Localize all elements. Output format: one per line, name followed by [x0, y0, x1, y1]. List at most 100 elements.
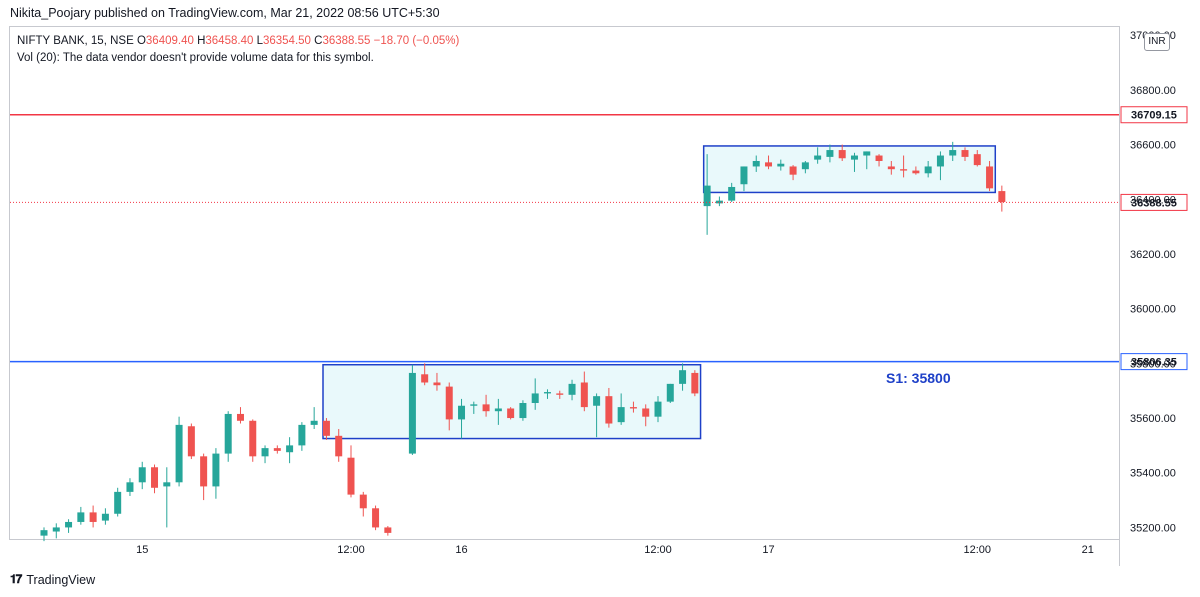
candle-body	[973, 154, 981, 166]
candle-body	[850, 155, 858, 160]
candle	[507, 407, 515, 420]
candle-body	[65, 521, 73, 528]
price-tick-label: 36000.00	[1130, 304, 1176, 316]
candle-body	[801, 162, 809, 170]
candle	[52, 523, 60, 539]
candle-body	[642, 408, 650, 417]
close-label: C	[314, 35, 323, 47]
candle	[556, 390, 564, 399]
candle-body	[691, 372, 699, 394]
candle	[445, 382, 453, 431]
candle	[101, 508, 109, 525]
candle	[322, 418, 330, 440]
time-tick-label: 12:00	[644, 544, 672, 556]
candle-body	[212, 453, 220, 487]
time-tick-label: 12:00	[964, 544, 992, 556]
candle	[261, 445, 269, 464]
candle-body	[175, 424, 183, 483]
candle	[850, 152, 858, 172]
candle-body	[126, 482, 134, 492]
candle-body	[249, 420, 257, 457]
open-label: O	[136, 35, 146, 47]
candle	[728, 182, 736, 203]
candle	[372, 505, 380, 531]
candle-body	[224, 413, 232, 454]
candle-body	[163, 482, 171, 487]
price-tick-label: 36200.00	[1130, 249, 1176, 261]
candle	[875, 154, 883, 167]
candle-body	[445, 386, 453, 420]
currency-button[interactable]: INR	[1144, 33, 1170, 51]
candle-body	[593, 396, 601, 406]
candle	[691, 370, 699, 397]
candle	[973, 150, 981, 167]
candle	[359, 491, 367, 517]
candle-body	[654, 401, 662, 417]
candle-body	[519, 403, 527, 419]
candle	[138, 461, 146, 490]
time-tick-label: 21	[1082, 544, 1094, 556]
candle	[286, 437, 294, 464]
candle	[236, 407, 244, 424]
candle	[912, 166, 920, 175]
time-tick-label: 16	[455, 544, 467, 556]
candle-body	[605, 396, 613, 424]
candle-body	[543, 392, 551, 394]
candle	[470, 401, 478, 414]
high-value: 36458.40	[205, 35, 254, 47]
price-tick-label: 35400.00	[1130, 468, 1176, 480]
candle-body	[580, 382, 588, 408]
candle	[814, 147, 822, 164]
candle-body	[200, 456, 208, 487]
candle	[740, 166, 748, 192]
price-tick-label: 36400.00	[1130, 194, 1176, 206]
candle	[543, 389, 551, 399]
candle	[666, 383, 674, 404]
candle-body	[236, 413, 244, 421]
support-price-label-box	[1120, 353, 1188, 371]
candle-body	[298, 424, 306, 446]
candle	[703, 154, 711, 235]
candle	[519, 400, 527, 421]
candle	[936, 151, 944, 181]
chart-pane[interactable]	[9, 26, 1120, 540]
s1-annotation: S1: 35800	[886, 370, 951, 386]
candle-body	[77, 512, 85, 522]
candle	[998, 185, 1006, 212]
time-tick-label: 12:00	[337, 544, 365, 556]
candle-body	[715, 200, 723, 204]
low-label: L	[256, 35, 263, 47]
consolidation-zone-1	[322, 363, 702, 440]
candle-body	[470, 404, 478, 406]
candle	[458, 398, 466, 439]
high-label: H	[197, 35, 206, 47]
candle-body	[740, 166, 748, 185]
candle	[826, 144, 834, 163]
candle	[310, 407, 318, 429]
candle-body	[408, 372, 416, 454]
candle-body	[507, 408, 515, 419]
last-price-price-label-box	[1120, 193, 1188, 211]
candle-body	[752, 160, 760, 167]
candle-body	[875, 155, 883, 161]
candle-body	[421, 374, 429, 383]
candle	[642, 404, 650, 427]
price-tick-label: 35600.00	[1130, 413, 1176, 425]
candle-body	[372, 508, 380, 528]
candle-body	[531, 393, 539, 404]
candle	[126, 478, 134, 496]
tradingview-brand[interactable]: 𝟏𝟕 TradingView	[10, 572, 95, 587]
candle	[593, 393, 601, 438]
candle-body	[494, 408, 502, 412]
candle-body	[89, 512, 97, 522]
candle	[777, 159, 785, 171]
candle	[175, 416, 183, 487]
candle-body	[568, 383, 576, 395]
candle-body	[814, 155, 822, 160]
candle-body	[777, 163, 785, 167]
candle-body	[273, 448, 281, 451]
candle-body	[40, 530, 48, 536]
candle	[421, 363, 429, 386]
candle	[949, 141, 957, 161]
